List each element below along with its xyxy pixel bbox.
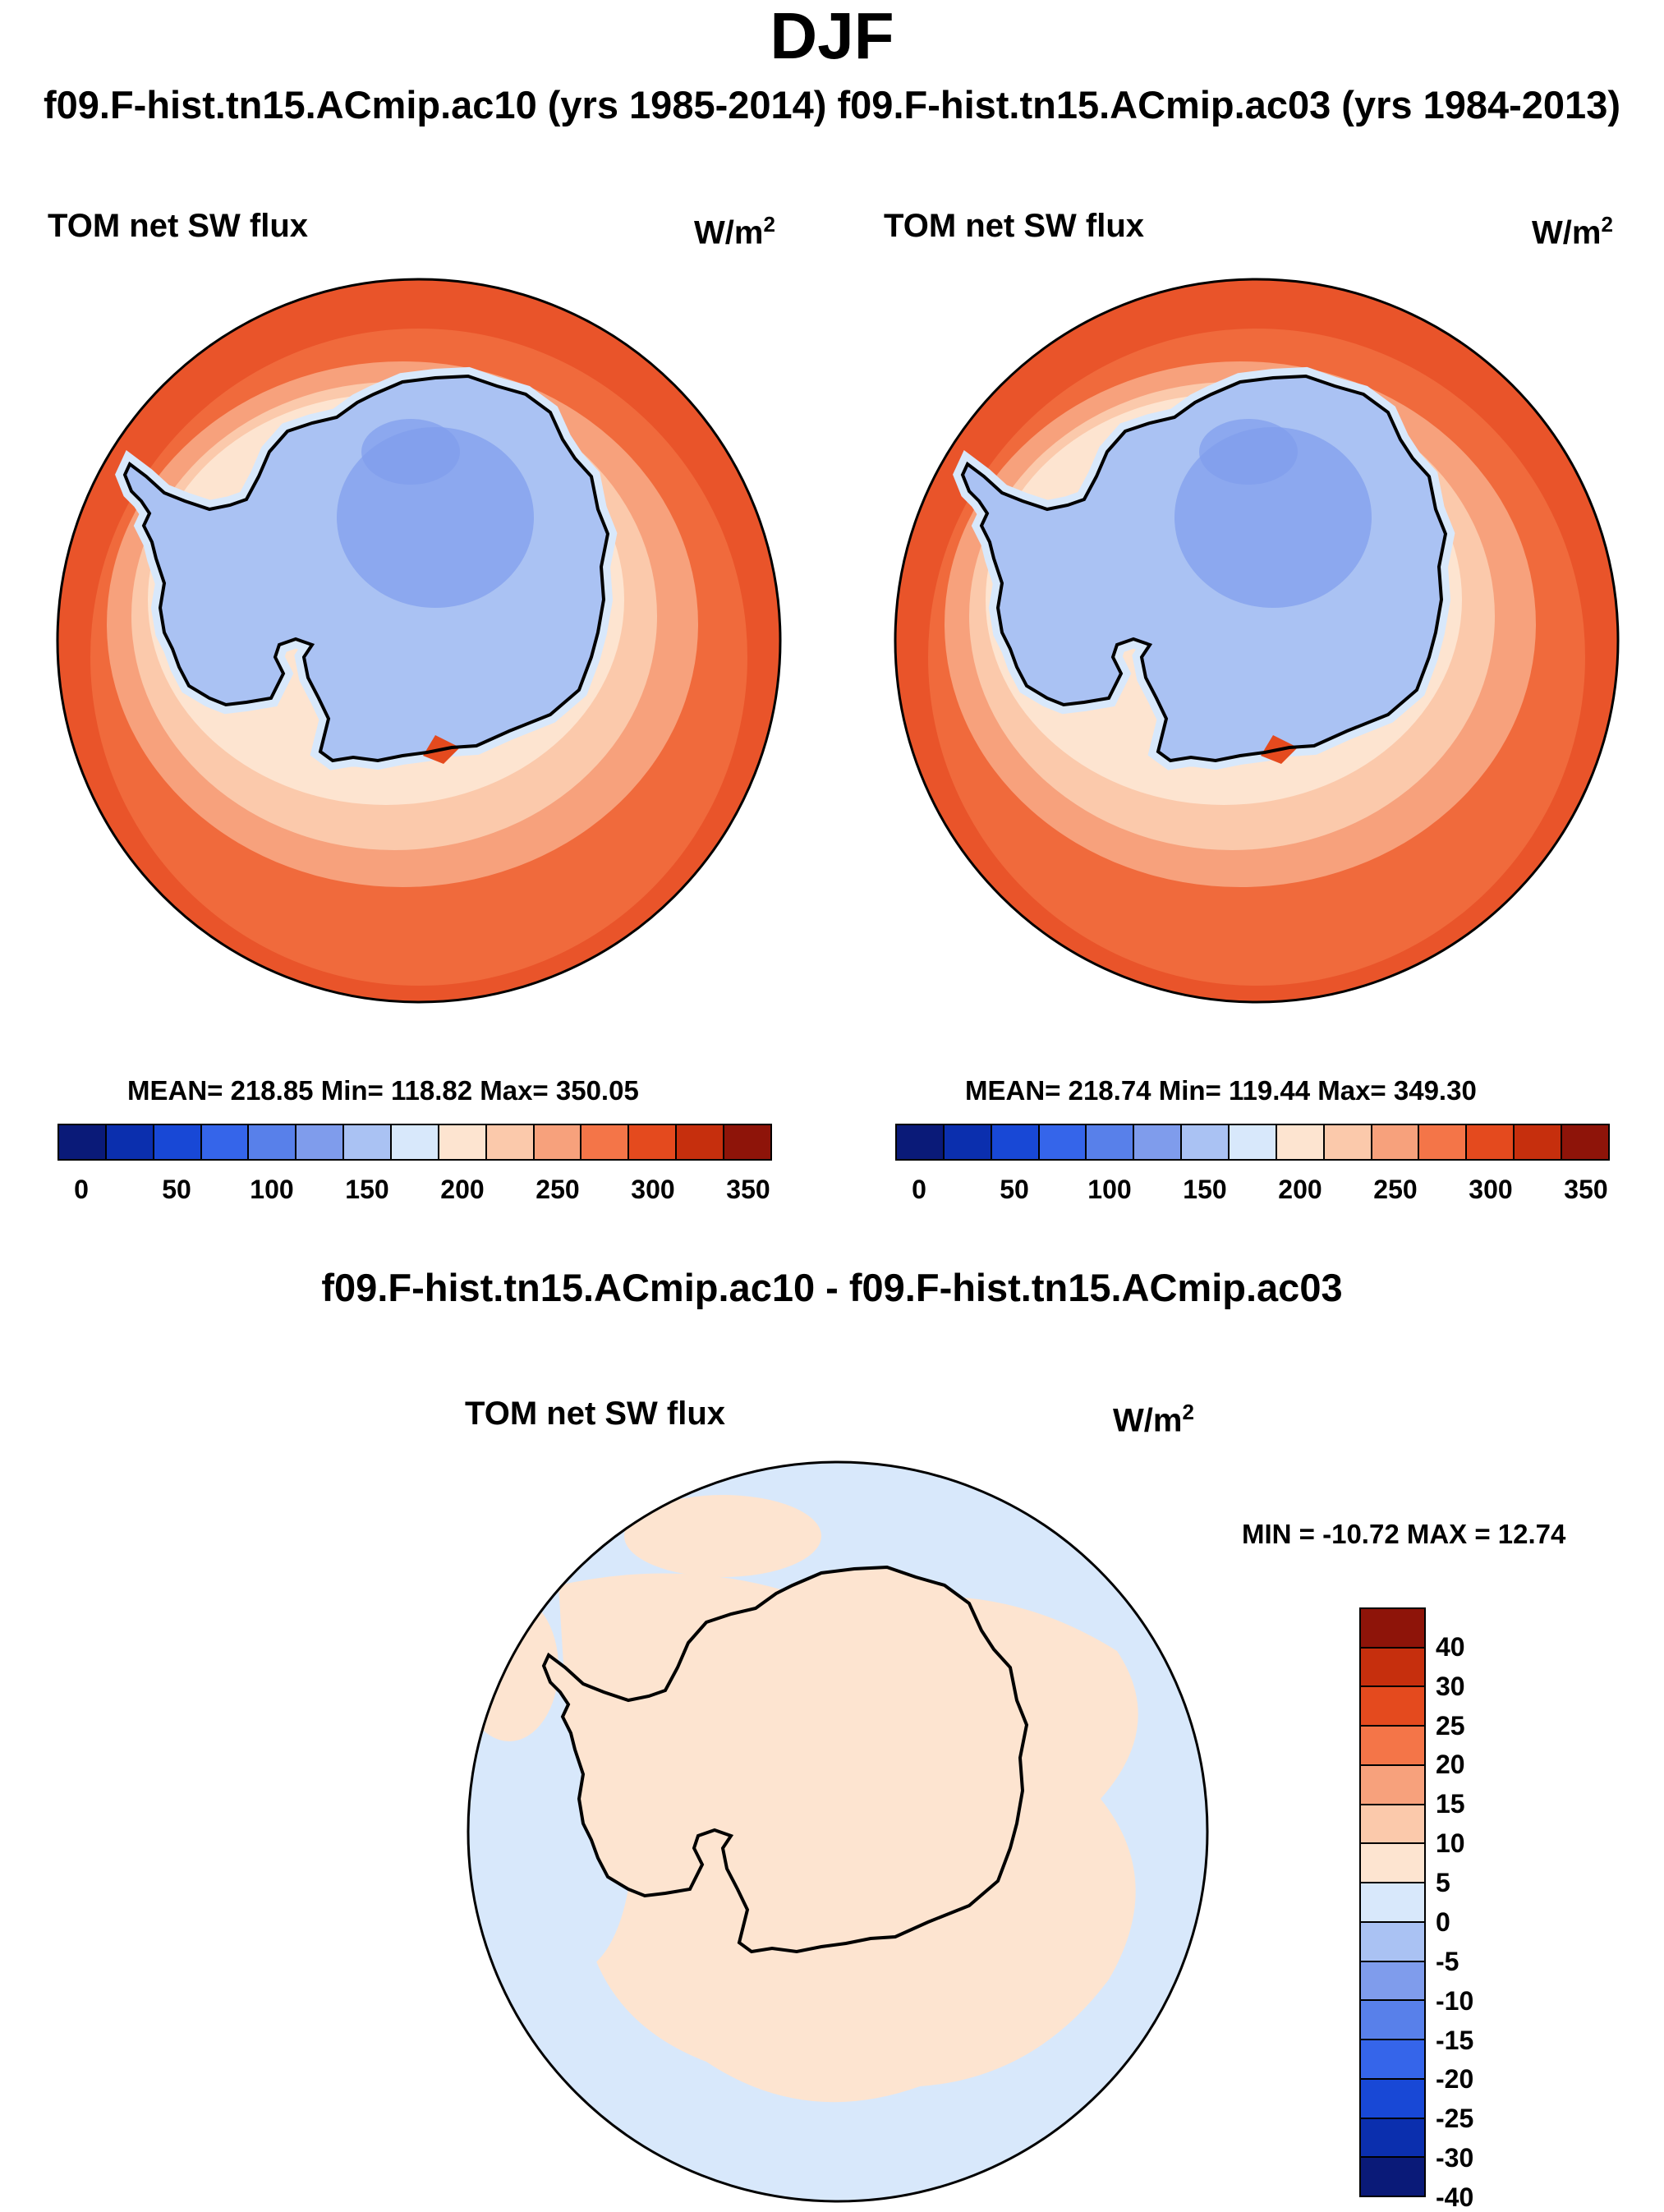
- colorbar-cell: [1361, 2156, 1424, 2196]
- figure-title: DJF: [770, 0, 894, 72]
- colorbar-tick-label: -30: [1436, 2143, 1474, 2173]
- colorbar-cell: [295, 1125, 343, 1159]
- colorbar-cell: [723, 1125, 770, 1159]
- colorbar-tick-label: -5: [1436, 1946, 1459, 1976]
- colorbar-tick-label: -40: [1436, 2182, 1474, 2212]
- colorbar-cell: [1133, 1125, 1181, 1159]
- colorbar-cell: [1361, 1609, 1424, 1647]
- colorbar-tick-label: 5: [1436, 1868, 1450, 1898]
- colorbar-cell: [1418, 1125, 1466, 1159]
- colorbar-cell: [342, 1125, 391, 1159]
- colorbar-tick-label: 0: [74, 1175, 89, 1204]
- colorbar-cell: [1085, 1125, 1133, 1159]
- colorbar-tick-label: 150: [1183, 1175, 1227, 1204]
- colorbar-cell: [1275, 1125, 1323, 1159]
- colorbar-cell: [1361, 2039, 1424, 2078]
- colorbar-tick-label: 30: [1436, 1671, 1465, 1701]
- colorbar-cell: [532, 1125, 581, 1159]
- panel1-units-label: W/m2: [694, 212, 775, 251]
- colorbar-cell: [1561, 1125, 1608, 1159]
- colorbar-cell: [152, 1125, 200, 1159]
- colorbar-tick-label: 25: [1436, 1710, 1465, 1741]
- colorbar-cell: [1361, 1999, 1424, 2040]
- colorbar-cell: [580, 1125, 628, 1159]
- colorbar-tick-label: 50: [162, 1175, 191, 1204]
- colorbar-cell: [1465, 1125, 1514, 1159]
- panel2-units-label: W/m2: [1532, 212, 1613, 251]
- colorbar-cell: [1037, 1125, 1086, 1159]
- panel2-colorbar: [895, 1124, 1610, 1161]
- colorbar-tick-label: -25: [1436, 2104, 1474, 2134]
- colorbar-tick-label: 0: [912, 1175, 926, 1204]
- colorbar-cell: [200, 1125, 248, 1159]
- colorbar-tick-label: 300: [631, 1175, 675, 1204]
- colorbar-tick-label: 20: [1436, 1750, 1465, 1780]
- colorbar-cell: [1361, 1960, 1424, 2000]
- colorbar-tick-label: 15: [1436, 1789, 1465, 1819]
- colorbar-tick-label: 40: [1436, 1631, 1465, 1662]
- figure-subtitle: f09.F-hist.tn15.ACmip.ac10 (yrs 1985-201…: [43, 83, 1620, 126]
- panel2-map-border: [894, 278, 1620, 1004]
- colorbar-cell: [485, 1125, 533, 1159]
- colorbar-cell: [1361, 1646, 1424, 1686]
- colorbar-tick-label: 100: [250, 1175, 294, 1204]
- colorbar-cell: [1228, 1125, 1276, 1159]
- panel1-polar-map: [56, 278, 782, 1004]
- colorbar-cell: [1180, 1125, 1229, 1159]
- colorbar-cell: [1361, 1764, 1424, 1804]
- colorbar-cell: [1322, 1125, 1371, 1159]
- colorbar-cell: [990, 1125, 1038, 1159]
- diff-map-border: [467, 1460, 1209, 2203]
- colorbar-cell: [1361, 1842, 1424, 1883]
- colorbar-tick-label: 200: [440, 1175, 485, 1204]
- colorbar-cell: [59, 1125, 105, 1159]
- panel1-map-border: [56, 278, 782, 1004]
- colorbar-tick-label: 100: [1087, 1175, 1132, 1204]
- diff-min-max: MIN = -10.72 MAX = 12.74: [1242, 1519, 1566, 1549]
- colorbar-tick-label: 0: [1436, 1906, 1450, 1937]
- diff-units-label: W/m2: [1113, 1400, 1194, 1439]
- colorbar-cell: [1361, 1803, 1424, 1843]
- colorbar-tick-label: 200: [1278, 1175, 1322, 1204]
- panel2-variable-label: TOM net SW flux: [884, 208, 1145, 244]
- colorbar-tick-label: 350: [1564, 1175, 1608, 1204]
- colorbar-cell: [1361, 2117, 1424, 2157]
- difference-title: f09.F-hist.tn15.ACmip.ac10 - f09.F-hist.…: [321, 1266, 1343, 1309]
- colorbar-cell: [1370, 1125, 1418, 1159]
- colorbar-cell: [1361, 1920, 1424, 1961]
- colorbar-cell: [1361, 1882, 1424, 1921]
- colorbar-cell: [897, 1125, 943, 1159]
- colorbar-cell: [942, 1125, 991, 1159]
- colorbar-tick-label: 250: [536, 1175, 580, 1204]
- panel2-stats: MEAN= 218.74 Min= 119.44 Max= 349.30: [965, 1075, 1477, 1106]
- colorbar-cell: [1361, 2077, 1424, 2118]
- colorbar-tick-label: 350: [726, 1175, 770, 1204]
- colorbar-tick-label: -15: [1436, 2025, 1474, 2055]
- diff-polar-map: [467, 1460, 1209, 2203]
- colorbar-tick-label: 150: [345, 1175, 389, 1204]
- colorbar-cell: [247, 1125, 296, 1159]
- colorbar-cell: [675, 1125, 724, 1159]
- colorbar-cell: [104, 1125, 153, 1159]
- diff-variable-label: TOM net SW flux: [465, 1396, 726, 1432]
- panel1-stats: MEAN= 218.85 Min= 118.82 Max= 350.05: [127, 1075, 639, 1106]
- colorbar-tick-label: -10: [1436, 1985, 1474, 2016]
- colorbar-cell: [1361, 1725, 1424, 1764]
- colorbar-tick-label: 250: [1373, 1175, 1418, 1204]
- colorbar-tick-label: 50: [1000, 1175, 1029, 1204]
- colorbar-cell: [627, 1125, 676, 1159]
- colorbar-cell: [437, 1125, 485, 1159]
- panel1-variable-label: TOM net SW flux: [48, 208, 309, 244]
- colorbar-cell: [1513, 1125, 1561, 1159]
- diff-colorbar: [1359, 1607, 1426, 2197]
- panel2-polar-map: [894, 278, 1620, 1004]
- colorbar-cell: [1361, 1685, 1424, 1726]
- panel1-colorbar: [57, 1124, 772, 1161]
- colorbar-cell: [390, 1125, 438, 1159]
- colorbar-tick-label: -20: [1436, 2064, 1474, 2095]
- colorbar-tick-label: 300: [1469, 1175, 1513, 1204]
- colorbar-tick-label: 10: [1436, 1828, 1465, 1859]
